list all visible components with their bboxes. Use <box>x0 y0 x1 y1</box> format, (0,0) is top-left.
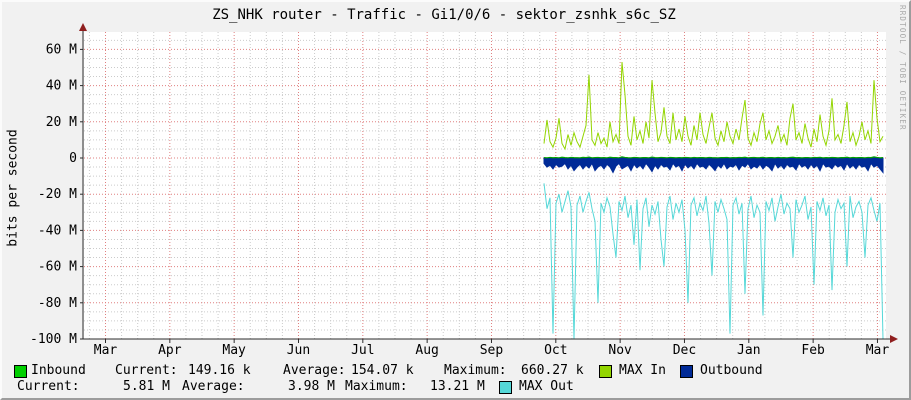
y-tick-label: 0 <box>69 151 77 166</box>
series-max-out-line <box>543 183 884 340</box>
row2-current-value: 5.81 M <box>123 379 170 394</box>
x-tick-label: Jun <box>287 343 310 358</box>
row1-average-label: Average: <box>283 363 346 378</box>
y-tick-label: -20 M <box>38 187 77 202</box>
inbound-swatch <box>14 365 27 378</box>
y-tick-label: 20 M <box>46 115 77 130</box>
series-max-in-line <box>543 62 884 151</box>
row2-average-label: Average: <box>182 379 245 394</box>
row2-maximum-value: 13.21 M <box>430 379 485 394</box>
row2-current-label: Current: <box>17 379 80 394</box>
row1-maximum-label: Maximum: <box>444 363 507 378</box>
outbound-swatch <box>680 365 693 378</box>
y-tick-label: -60 M <box>38 260 77 275</box>
graph-title: ZS_NHK router - Traffic - Gi1/0/6 - sekt… <box>212 7 676 23</box>
max-in-label: MAX In <box>619 363 666 378</box>
row2-average-value: 3.98 M <box>288 379 335 394</box>
rrdtool-watermark: RRDTOOL / TOBI OETIKER <box>898 5 907 131</box>
x-tick-label: Nov <box>608 343 632 358</box>
x-tick-label: Jul <box>351 343 374 358</box>
row1-average-value: 154.07 k <box>351 363 414 378</box>
x-tick-label: Oct <box>544 343 567 358</box>
x-tick-label: Apr <box>158 343 182 358</box>
x-tick-label: Mar <box>94 343 118 358</box>
row1-current-label: Current: <box>115 363 178 378</box>
max-out-label: MAX Out <box>519 379 574 394</box>
y-tick-label: -100 M <box>30 332 77 347</box>
outbound-label: Outbound <box>700 363 763 378</box>
x-tick-label: Feb <box>801 343 825 358</box>
series-outbound-area <box>543 157 884 174</box>
x-tick-label: Jan <box>737 343 760 358</box>
row1-current-value: 149.16 k <box>188 363 251 378</box>
y-tick-label: 60 M <box>46 42 77 57</box>
x-tick-label: Aug <box>415 343 438 358</box>
y-axis-arrow-icon <box>79 23 87 31</box>
row2-maximum-label: Maximum: <box>345 379 408 394</box>
x-tick-label: Dec <box>673 343 696 358</box>
row1-maximum-value: 660.27 k <box>521 363 584 378</box>
inbound-label: Inbound <box>31 363 86 378</box>
series-inbound-line <box>543 156 884 159</box>
x-axis-arrow-icon <box>890 335 898 343</box>
y-tick-label: 40 M <box>46 79 77 94</box>
max-out-swatch <box>499 381 512 394</box>
x-tick-label: May <box>222 343 246 358</box>
x-tick-label: Mar <box>866 343 890 358</box>
y-tick-label: -80 M <box>38 296 77 311</box>
max-in-swatch <box>599 365 612 378</box>
x-tick-label: Sep <box>480 343 504 358</box>
y-tick-label: -40 M <box>38 223 77 238</box>
